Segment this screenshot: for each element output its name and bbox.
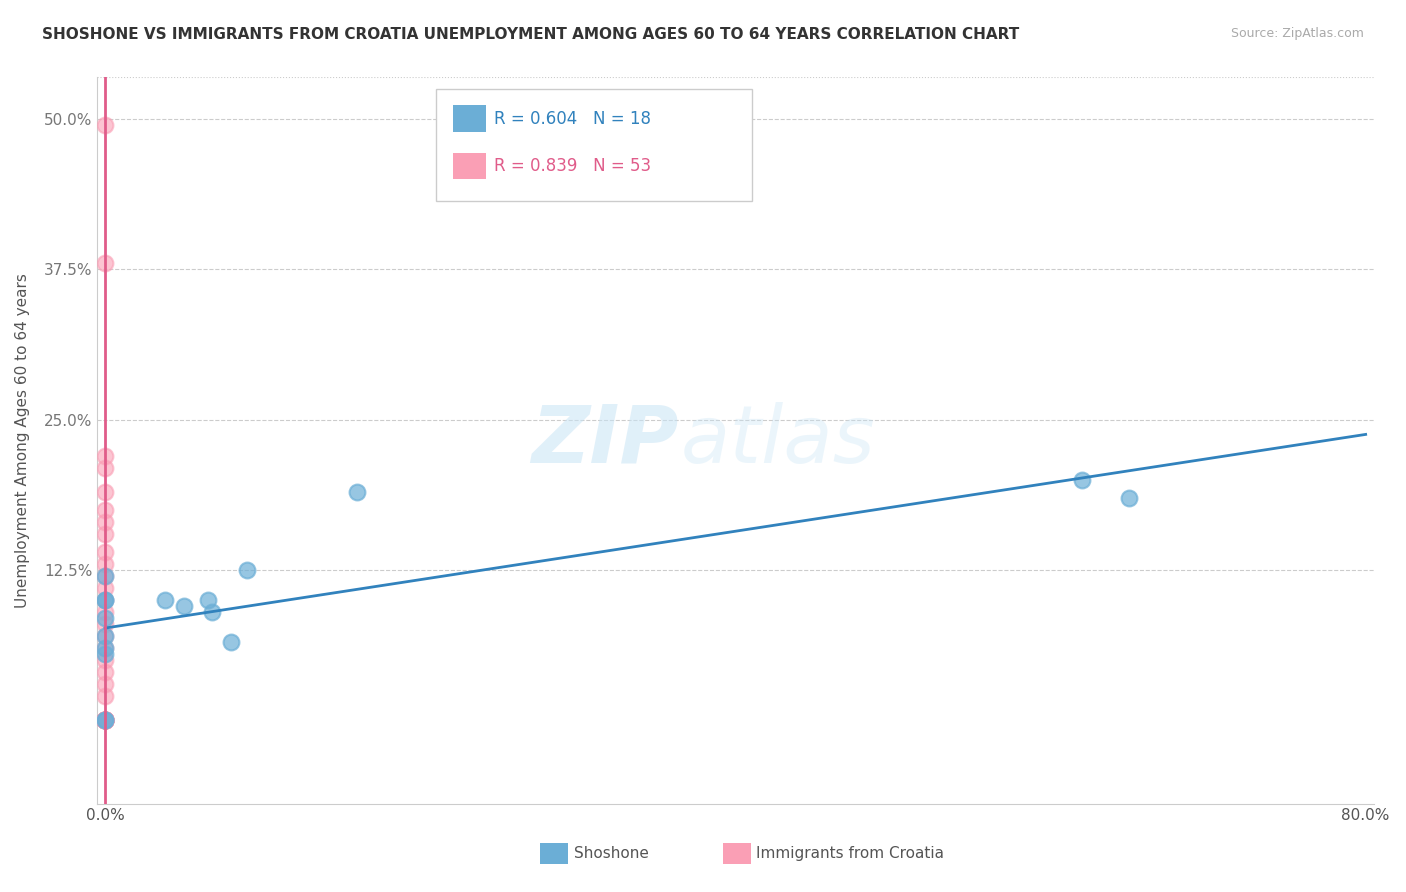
Point: [94, 592, 117, 607]
Point: [94, 713, 117, 727]
Point: [94, 557, 117, 571]
Point: [94, 502, 117, 516]
Point: [94, 713, 117, 727]
Text: Source: ZipAtlas.com: Source: ZipAtlas.com: [1230, 27, 1364, 40]
Y-axis label: Unemployment Among Ages 60 to 64 years: Unemployment Among Ages 60 to 64 years: [15, 273, 30, 608]
Point: [94, 713, 117, 727]
Point: [94, 713, 117, 727]
Point: [94, 460, 117, 475]
Point: [94, 713, 117, 727]
Point: [94, 449, 117, 463]
Point: [94, 713, 117, 727]
Point: [94, 592, 117, 607]
Point: [94, 713, 117, 727]
Point: [1071, 473, 1094, 487]
Point: [94, 256, 117, 270]
Point: [94, 713, 117, 727]
Point: [94, 713, 117, 727]
Text: SHOSHONE VS IMMIGRANTS FROM CROATIA UNEMPLOYMENT AMONG AGES 60 TO 64 YEARS CORRE: SHOSHONE VS IMMIGRANTS FROM CROATIA UNEM…: [42, 27, 1019, 42]
Point: [219, 634, 242, 648]
Point: [94, 640, 117, 655]
Point: [94, 713, 117, 727]
Point: [236, 563, 259, 577]
Point: [94, 713, 117, 727]
Point: [201, 605, 224, 619]
Point: [94, 713, 117, 727]
Point: [94, 713, 117, 727]
Point: [94, 689, 117, 703]
Point: [94, 676, 117, 690]
Point: [94, 629, 117, 643]
Text: atlas: atlas: [681, 401, 876, 480]
Point: [94, 713, 117, 727]
Point: [346, 484, 368, 499]
Point: [94, 605, 117, 619]
Point: [94, 652, 117, 666]
Point: [94, 713, 117, 727]
Point: [94, 713, 117, 727]
Point: [94, 713, 117, 727]
Point: [94, 526, 117, 541]
Point: [94, 713, 117, 727]
Point: [94, 713, 117, 727]
Point: [94, 629, 117, 643]
Point: [94, 568, 117, 582]
Point: [94, 713, 117, 727]
Point: [94, 713, 117, 727]
Point: [94, 713, 117, 727]
Point: [94, 713, 117, 727]
Text: Shoshone: Shoshone: [574, 847, 648, 861]
Point: [197, 592, 219, 607]
Point: [94, 616, 117, 631]
Point: [1118, 491, 1140, 505]
Point: [94, 713, 117, 727]
Text: Immigrants from Croatia: Immigrants from Croatia: [756, 847, 945, 861]
Text: R = 0.604   N = 18: R = 0.604 N = 18: [494, 110, 651, 128]
Point: [94, 713, 117, 727]
Point: [94, 713, 117, 727]
Point: [94, 568, 117, 582]
Point: [173, 599, 195, 613]
Text: ZIP: ZIP: [530, 401, 678, 480]
Point: [94, 713, 117, 727]
Point: [94, 713, 117, 727]
Point: [94, 592, 117, 607]
Point: [153, 592, 176, 607]
Point: [94, 713, 117, 727]
Point: [94, 544, 117, 558]
Text: R = 0.839   N = 53: R = 0.839 N = 53: [494, 157, 651, 175]
Point: [94, 515, 117, 529]
Point: [94, 610, 117, 624]
Point: [94, 713, 117, 727]
Point: [94, 713, 117, 727]
Point: [94, 713, 117, 727]
Point: [94, 484, 117, 499]
Point: [94, 713, 117, 727]
Point: [94, 713, 117, 727]
Point: [94, 665, 117, 679]
Point: [94, 119, 117, 133]
Point: [94, 647, 117, 661]
Point: [94, 581, 117, 595]
Point: [94, 640, 117, 655]
